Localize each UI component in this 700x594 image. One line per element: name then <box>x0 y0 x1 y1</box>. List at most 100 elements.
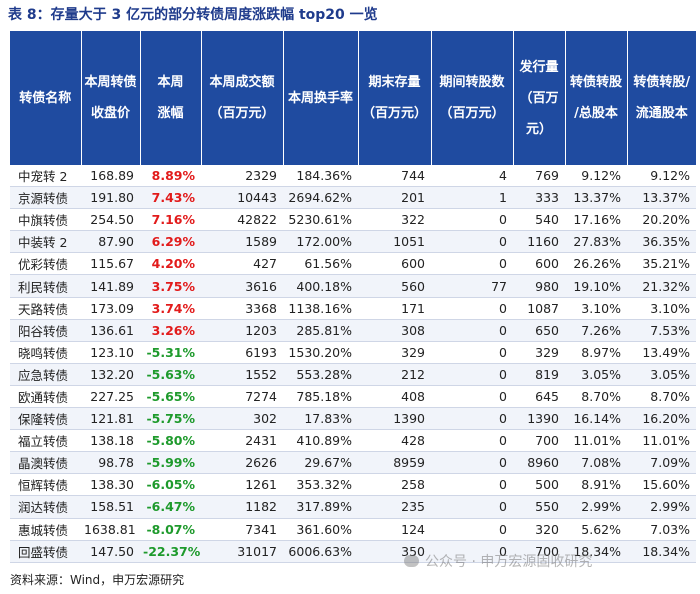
table-cell: 29.67% <box>283 451 358 475</box>
table-row: 阳谷转债 136.61 3.26% 1203 285.81% 308 0 650 7.26% 7.… <box>10 319 696 342</box>
table-cell: 1182 <box>201 495 283 519</box>
table-cell: 124 <box>358 518 431 541</box>
table-cell: 10443 <box>201 186 283 210</box>
table-cell: 2694.62% <box>283 186 358 210</box>
weekly-change-cell: -5.75% <box>140 407 201 431</box>
column-header-text: 本周 <box>157 75 184 90</box>
table-cell: 3.10% <box>627 297 696 320</box>
table-cell: 329 <box>358 341 431 364</box>
column-header-2: 本周 涨幅 <box>139 31 201 165</box>
table-cell: 0 <box>431 341 513 364</box>
bond-name-cell: 福立转债 <box>10 429 81 453</box>
column-header-4: 本周换手率 <box>282 31 358 165</box>
column-header-text: （百万 <box>519 90 559 106</box>
table-cell: 0 <box>431 252 513 276</box>
table-cell: 158.51 <box>81 495 140 519</box>
bond-name-cell: 优彩转债 <box>10 252 81 276</box>
table-cell: 410.89% <box>283 429 358 453</box>
table-cell: 6006.63% <box>283 540 358 563</box>
table-cell: 87.90 <box>81 230 140 254</box>
table-cell: 171 <box>358 297 431 320</box>
table-cell: 115.67 <box>81 252 140 276</box>
table-cell: 320 <box>513 518 565 541</box>
table-cell: 361.60% <box>283 518 358 541</box>
weekly-change-cell: 7.43% <box>140 186 201 210</box>
table-cell: 0 <box>431 451 513 475</box>
weekly-change-cell: 7.16% <box>140 208 201 232</box>
table-cell: 700 <box>513 540 565 563</box>
column-header-text: 本周换手率 <box>287 90 353 106</box>
table-cell: 4 <box>431 165 513 188</box>
column-header-text: 本周转债 <box>84 75 137 90</box>
column-header-text: （百万元） <box>209 106 275 121</box>
bond-name-cell: 京源转债 <box>10 186 81 210</box>
bond-name-cell: 保隆转债 <box>10 407 81 431</box>
header-row: 转债名称 本周转债 收盘价 本周 涨幅 本周成交额 （百万元） 本周换手率 期末存量 （百万元）期… <box>10 31 696 165</box>
table-row: 回盛转债 147.50 -22.37% 31017 6006.63% 350 0 700 18.… <box>10 540 696 563</box>
table-cell: 42822 <box>201 208 283 232</box>
table-cell: 3.05% <box>565 363 627 386</box>
table-cell: 13.37% <box>627 186 696 210</box>
column-header-8: 转债转股/总股本 <box>564 31 627 165</box>
table-cell: 980 <box>513 274 565 298</box>
table-cell: 1638.81 <box>81 518 140 541</box>
table-cell: 3616 <box>201 274 283 298</box>
table-cell: 645 <box>513 385 565 409</box>
column-header-text: 涨幅 <box>157 106 184 121</box>
table-cell: 7274 <box>201 385 283 409</box>
table-cell: 11.01% <box>565 429 627 453</box>
table-cell: 201 <box>358 186 431 210</box>
bond-name-cell: 恒辉转债 <box>10 473 81 497</box>
table-cell: 191.80 <box>81 186 140 210</box>
weekly-change-cell: -5.65% <box>140 385 201 409</box>
table-cell: 184.36% <box>283 165 358 188</box>
bond-name-cell: 回盛转债 <box>10 540 81 563</box>
table-row: 天路转债 173.09 3.74% 3368 1138.16% 171 0 1087 3.10%… <box>10 297 696 320</box>
column-header-7: 发行量 （百万 元） <box>512 31 565 165</box>
table-cell: 1138.16% <box>283 297 358 320</box>
bond-name-cell: 惠城转债 <box>10 518 81 541</box>
table-cell: 744 <box>358 165 431 188</box>
table-cell: 317.89% <box>283 495 358 519</box>
table-cell: 1589 <box>201 230 283 254</box>
table-cell: 17.16% <box>565 208 627 232</box>
table-cell: 2329 <box>201 165 283 188</box>
bond-name-cell: 阳谷转债 <box>10 319 81 342</box>
weekly-change-cell: 8.89% <box>140 165 201 188</box>
column-header-1: 本周转债 收盘价 <box>80 31 140 165</box>
table-cell: 0 <box>431 363 513 386</box>
bond-name-cell: 晓鸣转债 <box>10 341 81 364</box>
table-cell: 11.01% <box>627 429 696 453</box>
table-cell: 13.37% <box>565 186 627 210</box>
weekly-change-cell: -8.07% <box>140 518 201 541</box>
table-cell: 302 <box>201 407 283 431</box>
table-cell: 550 <box>513 495 565 519</box>
table-cell: 0 <box>431 208 513 232</box>
bond-name-cell: 天路转债 <box>10 297 81 320</box>
table-cell: 2.99% <box>565 495 627 519</box>
weekly-change-cell: -6.47% <box>140 495 201 519</box>
weekly-change-cell: -5.63% <box>140 363 201 386</box>
table-cell: 8.70% <box>627 385 696 409</box>
table-cell: 27.83% <box>565 230 627 254</box>
table-cell: 18.34% <box>627 540 696 563</box>
table-cell: 1390 <box>358 407 431 431</box>
table-row: 润达转债 158.51 -6.47% 1182 317.89% 235 0 550 2.99% 2… <box>10 495 696 519</box>
bond-name-cell: 应急转债 <box>10 363 81 386</box>
table-cell: 61.56% <box>283 252 358 276</box>
table-cell: 147.50 <box>81 540 140 563</box>
table-cell: 17.83% <box>283 407 358 431</box>
table-cell: 16.20% <box>627 407 696 431</box>
table-cell: 650 <box>513 319 565 342</box>
table-cell: 9.12% <box>627 165 696 188</box>
table-row: 欧通转债 227.25 -5.65% 7274 785.18% 408 0 645 8.70% 8… <box>10 385 696 409</box>
column-header-text: 转债名称 <box>19 90 72 106</box>
watermark: 公众号 · 申万宏源固收研究 <box>404 551 592 571</box>
table-row: 应急转债 132.20 -5.63% 1552 553.28% 212 0 819 3.05% 3… <box>10 363 696 386</box>
table-title: 表 8：存量大于 3 亿元的部分转债周度涨跌幅 top20 一览 <box>8 7 378 23</box>
table-cell: 769 <box>513 165 565 188</box>
table-cell: 560 <box>358 274 431 298</box>
table-cell: 121.81 <box>81 407 140 431</box>
table-cell: 1530.20% <box>283 341 358 364</box>
table-cell: 7341 <box>201 518 283 541</box>
